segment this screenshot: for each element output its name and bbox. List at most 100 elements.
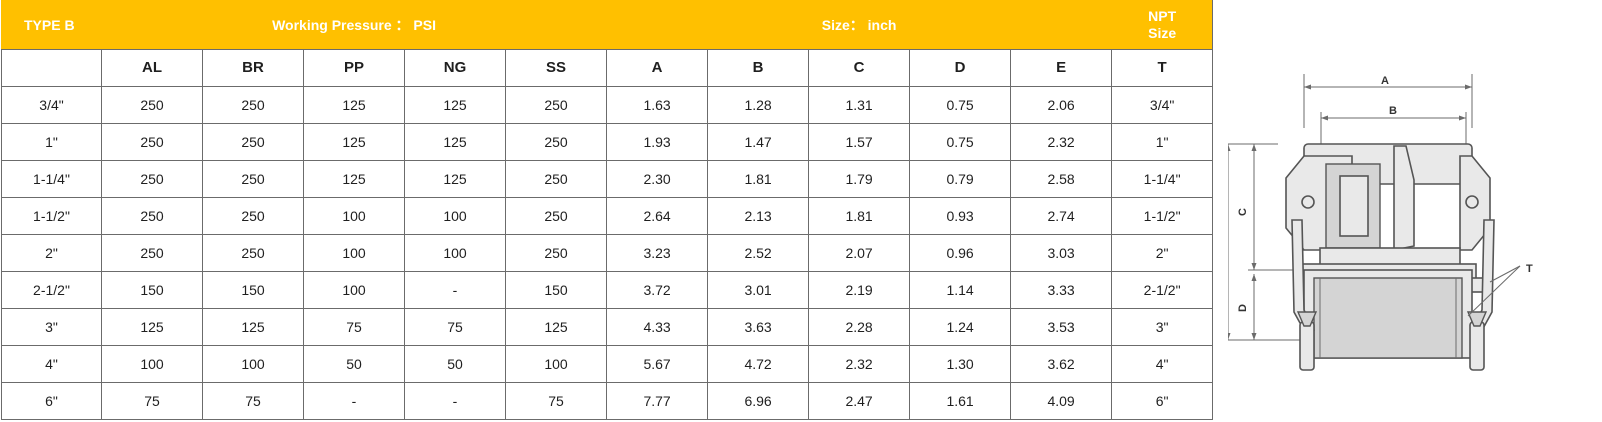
dimension-b-label: B [1389,105,1397,117]
cell-e: 2.32 [1010,123,1113,161]
spec-table: TYPE B Working Pressure ： PSI Size： inch… [1,0,1214,420]
column-header-ng: NG [404,49,506,87]
cell-al: 250 [101,123,203,161]
cell-b: 2.13 [707,197,810,235]
cell-b: 4.72 [707,345,810,383]
cell-e: 2.58 [1010,160,1113,198]
cell-pp: 125 [303,123,405,161]
cell-br: 150 [202,271,304,309]
cell-b: 3.63 [707,308,810,346]
table-row: 1-1/2" 250 250 100 100 250 2.64 2.13 1.81 0.93 2.7… [1,197,1214,235]
cell-d: 1.24 [909,308,1012,346]
cell-d: 0.75 [909,123,1012,161]
cell-ng: 75 [404,308,506,346]
working-pressure-label: Working Pressure ： PSI [100,0,608,50]
cell-br: 250 [202,197,304,235]
cell-c: 2.32 [808,345,911,383]
cell-t: 1-1/2" [1111,197,1214,235]
cell-b: 1.81 [707,160,810,198]
cell-d: 0.75 [909,86,1012,124]
cell-ng: 125 [404,123,506,161]
table-row: 4" 100 100 50 50 100 5.67 4.72 2.32 1.30 3.62 4" [1,345,1214,383]
cell-c: 1.79 [808,160,911,198]
cell-al: 250 [101,160,203,198]
cell-t: 1-1/4" [1111,160,1214,198]
column-header-e: E [1010,49,1113,87]
column-header-br: BR [202,49,304,87]
cell-ng: 125 [404,160,506,198]
dimension-t: T [1467,263,1533,317]
cell-al: 150 [101,271,203,309]
cell-t: 2-1/2" [1111,271,1214,309]
column-header-ss: SS [504,49,608,87]
column-header-b: B [707,49,810,87]
column-header-a: A [606,49,709,87]
cell-a: 4.33 [606,308,709,346]
cell-pp: 100 [303,197,405,235]
cell-e: 2.06 [1010,86,1113,124]
table-row: 2-1/2" 150 150 100-150 3.72 3.01 2.19 1.14 3.33 2… [1,271,1214,309]
cell-al: 250 [101,234,203,272]
cell-br: 75 [202,382,304,420]
cell-br: 250 [202,123,304,161]
cell-c: 1.81 [808,197,911,235]
table-row: 6" 75 75- -75 7.77 6.96 2.47 1.61 4.09 6" [1,382,1214,420]
dimension-a: A [1303,74,1473,128]
table-row: 3" 125 125 75 75 125 4.33 3.63 2.28 1.24 3.53 3" [1,308,1214,346]
column-header-empty [1,49,102,87]
cell-t: 1" [1111,123,1214,161]
cell-e: 3.53 [1010,308,1113,346]
column-header-pp: PP [303,49,405,87]
cell-d: 1.14 [909,271,1012,309]
cell-size: 4" [1,345,102,383]
cell-b: 1.47 [707,123,810,161]
cell-c: 2.28 [808,308,911,346]
cell-ng: 100 [404,234,506,272]
cell-al: 250 [101,197,203,235]
table-body: 3/4" 250 250 125 125 250 1.63 1.28 1.31 0.75 2.06 3… [1,86,1214,420]
cell-c: 2.47 [808,382,911,420]
cell-br: 100 [202,345,304,383]
cell-a: 1.93 [606,123,709,161]
npt-label-line2: Size [1148,25,1177,41]
cell-b: 1.28 [707,86,810,124]
cell-e: 3.03 [1010,234,1113,272]
cell-ng: - [404,382,506,420]
cell-t: 4" [1111,345,1214,383]
cell-b: 2.52 [707,234,810,272]
cell-t: 6" [1111,382,1214,420]
coupler-body [1285,143,1495,371]
table-row: 1" 250 250 125 125 250 1.93 1.47 1.57 0.75 2.32 1" [1,123,1214,161]
cell-d: 0.93 [909,197,1012,235]
cell-d: 1.61 [909,382,1012,420]
cell-size: 3/4" [1,86,102,124]
table-row: 1-1/4" 250 250 125 125 250 2.30 1.81 1.79 0.79 2.5… [1,160,1214,198]
cell-size: 6" [1,382,102,420]
dimension-t-label: T [1526,263,1533,275]
cell-pp: 125 [303,86,405,124]
cell-al: 100 [101,345,203,383]
cell-size: 1" [1,123,102,161]
cell-ng: 125 [404,86,506,124]
cell-t: 3" [1111,308,1214,346]
cell-ng: 50 [404,345,506,383]
cell-br: 250 [202,234,304,272]
cell-b: 3.01 [707,271,810,309]
cell-t: 3/4" [1111,86,1214,124]
cell-a: 2.64 [606,197,709,235]
cell-ss: 250 [504,197,608,235]
dimension-d: D [1237,274,1257,340]
cell-size: 2" [1,234,102,272]
column-header-t: T [1111,49,1214,87]
table-row: 3/4" 250 250 125 125 250 1.63 1.28 1.31 0.75 2.06 3… [1,86,1214,124]
cell-size: 1-1/4" [1,160,102,198]
cell-ss: 250 [504,234,608,272]
cell-pp: - [303,382,405,420]
cell-pp: 100 [303,271,405,309]
cell-ss: 250 [504,123,608,161]
coupler-drawing: A B E C D [1228,74,1533,371]
cell-c: 1.31 [808,86,911,124]
cell-a: 2.30 [606,160,709,198]
dimension-a-label: A [1381,75,1389,87]
cell-e: 3.62 [1010,345,1113,383]
